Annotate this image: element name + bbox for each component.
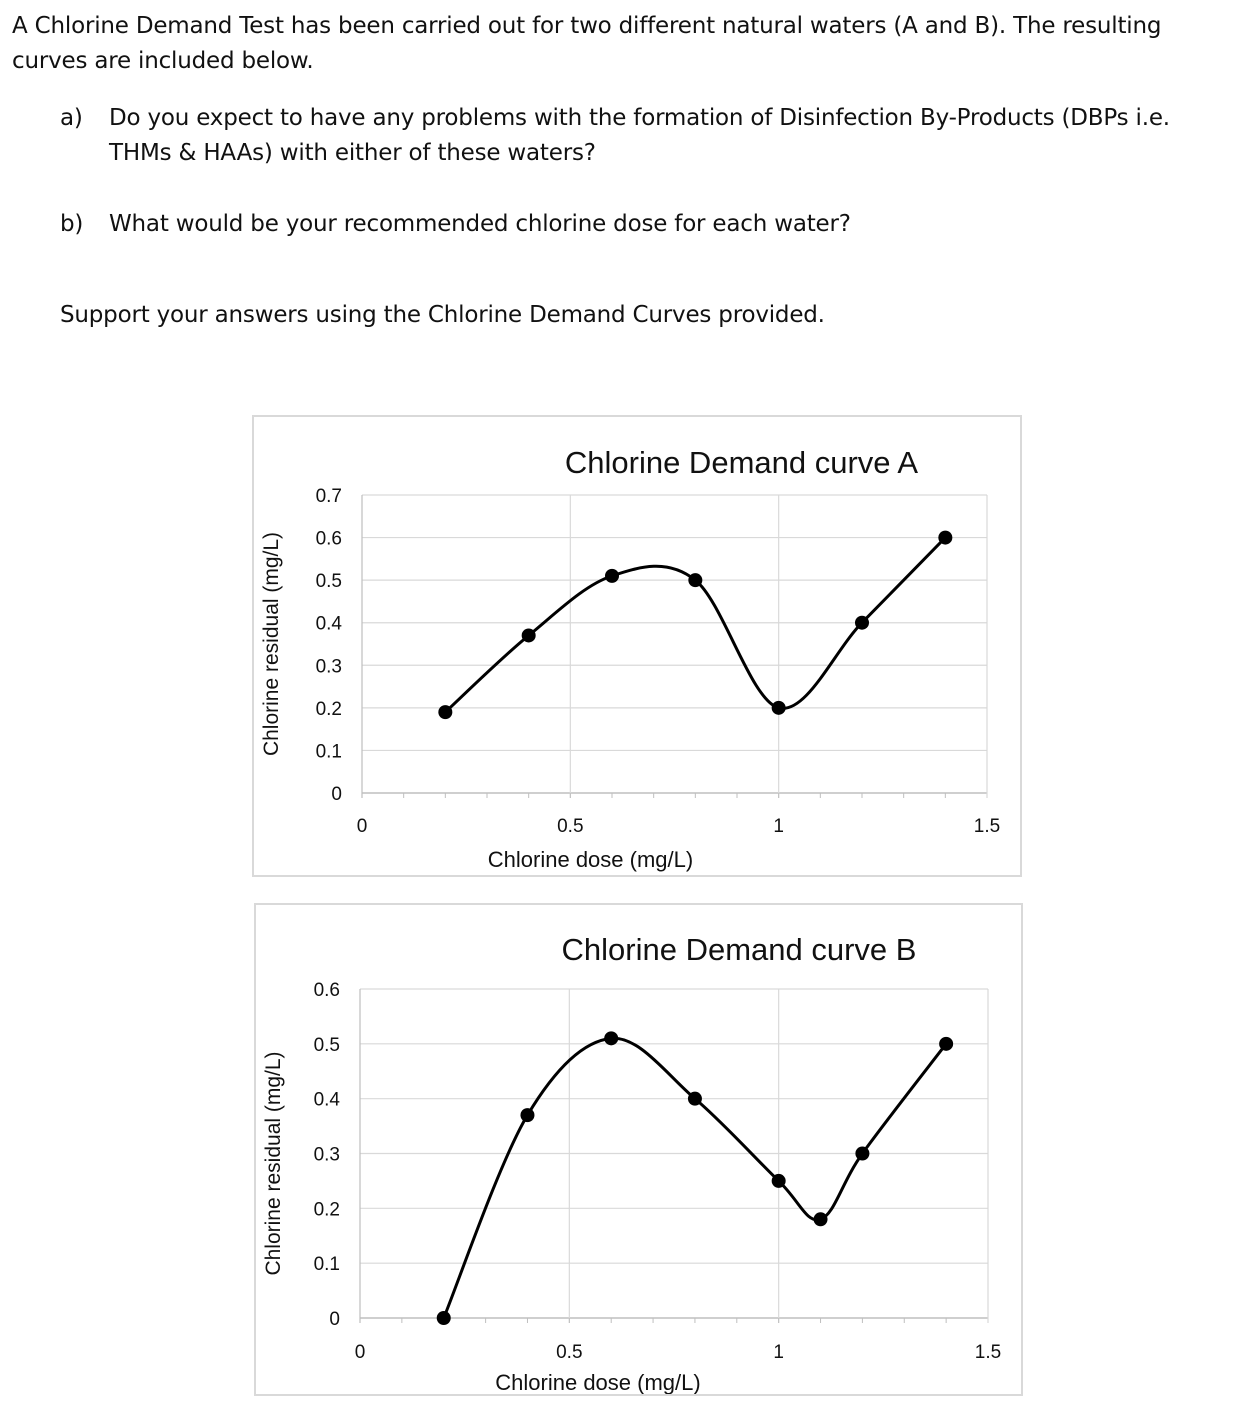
data-point <box>521 628 536 643</box>
data-point <box>855 1146 870 1161</box>
y-tick-label: 0.1 <box>316 741 342 762</box>
x-tick-label: 0.5 <box>557 816 583 837</box>
y-axis-title: Chlorine residual (mg/L) <box>260 532 283 756</box>
chart-a: Chlorine Demand curve A 0 0.1 0.2 0.3 0.4 0.5 0… <box>252 415 1022 877</box>
data-point <box>438 705 453 720</box>
y-tick-label: 0.3 <box>316 656 342 677</box>
y-tick-label: 0.5 <box>314 1035 340 1056</box>
chart-a-svg: Chlorine Demand curve A 0 0.1 0.2 0.3 0.4 0.5 0… <box>260 445 1000 872</box>
y-tick-label: 0.2 <box>316 699 342 720</box>
x-tick-label: 1.5 <box>975 1342 1001 1363</box>
data-point <box>938 530 953 545</box>
chart-title: Chlorine Demand curve A <box>565 445 919 480</box>
x-tick-label: 0 <box>357 816 368 837</box>
data-point <box>939 1036 954 1051</box>
part-a-label: a) <box>60 105 83 131</box>
x-tick-label: 0.5 <box>556 1342 582 1363</box>
y-tick-label: 0 <box>329 1309 340 1330</box>
x-tick-label: 1.5 <box>974 816 1000 837</box>
x-axis-title: Chlorine dose (mg/L) <box>495 1370 700 1394</box>
part-b-label: b) <box>60 211 84 237</box>
data-point <box>687 1091 702 1106</box>
y-axis-title: Chlorine residual (mg/L) <box>262 1051 285 1275</box>
y-tick-label: 0.4 <box>314 1090 341 1111</box>
data-point <box>771 700 786 715</box>
y-tick-label: 0.5 <box>316 571 342 592</box>
chart-b-svg: Chlorine Demand curve B 0 0.1 0.2 0.3 0.4 0.5 0… <box>262 932 1001 1395</box>
part-a-text: Do you expect to have any problems with … <box>109 105 1170 166</box>
y-tick-label: 0.1 <box>314 1254 340 1275</box>
chart-b: Chlorine Demand curve B 0 0.1 0.2 0.3 0.4 0.5 0… <box>254 903 1023 1396</box>
series-line <box>444 536 947 714</box>
series-line <box>442 1036 948 1319</box>
y-tick-label: 0.3 <box>314 1145 340 1166</box>
x-axis-title: Chlorine dose (mg/L) <box>488 847 693 872</box>
data-point <box>813 1212 828 1227</box>
data-point <box>688 573 703 588</box>
x-tick-label: 0 <box>355 1342 366 1363</box>
data-point <box>520 1108 535 1123</box>
x-tick-label: 1 <box>773 1342 784 1363</box>
part-b-text: What would be your recommended chlorine … <box>109 211 851 237</box>
data-point <box>436 1311 451 1325</box>
x-tick-label: 1 <box>773 816 784 837</box>
support-text: Support your answers using the Chlorine … <box>60 302 825 328</box>
y-tick-label: 0.6 <box>314 980 340 1001</box>
data-point <box>605 568 619 583</box>
data-point <box>855 615 869 630</box>
y-tick-label: 0 <box>331 784 342 805</box>
data-point <box>604 1031 619 1046</box>
y-tick-label: 0.4 <box>316 614 343 635</box>
chart-title: Chlorine Demand curve B <box>562 932 917 967</box>
data-point <box>771 1173 786 1188</box>
question-intro: A Chlorine Demand Test has been carried … <box>12 13 1162 74</box>
y-tick-label: 0.6 <box>316 529 342 550</box>
y-tick-label: 0.7 <box>316 486 342 507</box>
y-tick-label: 0.2 <box>314 1199 340 1220</box>
